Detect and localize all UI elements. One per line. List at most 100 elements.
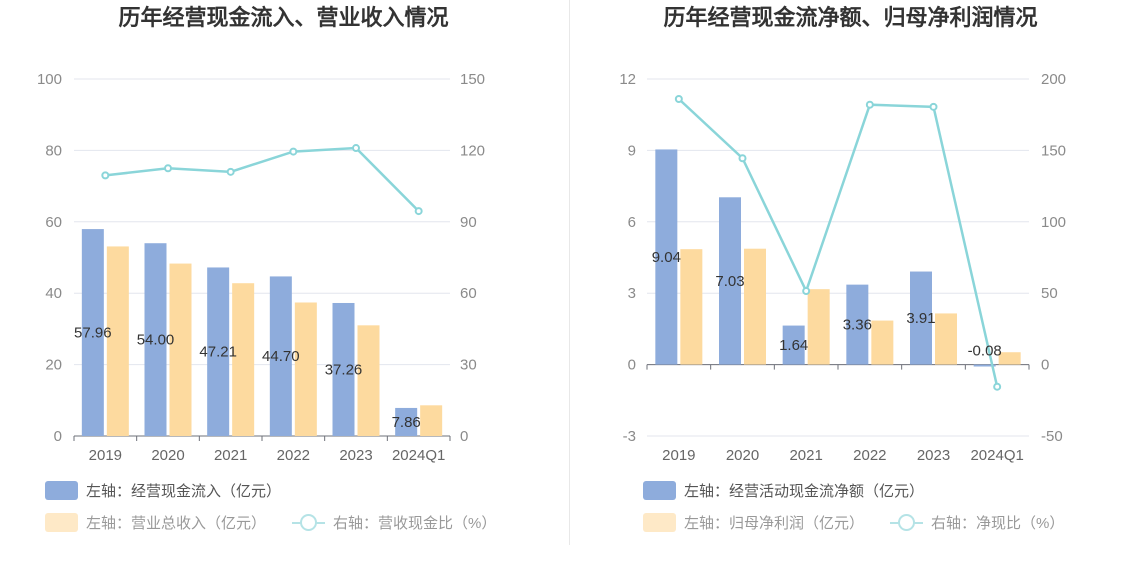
panel-divider	[569, 0, 570, 545]
x-axis-tick-label: 2023	[339, 447, 372, 464]
bar-data-label: 7.03	[715, 273, 744, 290]
ratio-point[interactable]	[414, 207, 423, 216]
legend-label: 左轴：经营现金流入（亿元）	[86, 482, 282, 500]
bar-secondary[interactable]	[680, 249, 703, 365]
bar-secondary[interactable]	[744, 248, 766, 365]
bar-primary[interactable]	[332, 302, 355, 436]
legend-swatch-orange	[45, 512, 78, 532]
bar-primary[interactable]	[910, 271, 932, 365]
right-axis-tick-label: 200	[1041, 71, 1066, 88]
x-axis-tick-label: 2019	[89, 447, 122, 464]
legend-item-ratio[interactable]: 右轴：营收现金比（%）	[292, 511, 496, 533]
left-axis-tick-label: 80	[45, 142, 62, 159]
x-axis-tick-label: 2022	[277, 447, 310, 464]
bar-data-label: 57.96	[74, 325, 112, 342]
bar-primary[interactable]	[395, 407, 418, 436]
legend-label: 右轴：营收现金比（%）	[333, 514, 497, 532]
bar-data-label: 9.04	[652, 249, 681, 266]
ratio-line	[105, 146, 420, 212]
bar-primary[interactable]	[846, 284, 869, 365]
legend-label: 左轴：归母净利润（亿元）	[684, 514, 865, 532]
legend-label: 左轴：经营活动现金流净额（亿元）	[684, 482, 925, 500]
bar-secondary[interactable]	[232, 283, 255, 436]
bar-secondary[interactable]	[807, 289, 830, 365]
legend-line-icon	[292, 513, 325, 532]
left-axis-tick-label: 0	[628, 357, 636, 374]
x-axis-tick-label: 2019	[662, 447, 695, 464]
bar-primary[interactable]	[269, 276, 292, 436]
bar-data-label: 47.21	[199, 344, 237, 361]
bar-secondary[interactable]	[935, 313, 957, 365]
legend-label: 右轴：净现比（%）	[931, 514, 1065, 532]
ratio-line	[677, 98, 999, 388]
bar-secondary[interactable]	[169, 263, 192, 436]
bar-data-label: 7.86	[392, 414, 421, 431]
x-axis-tick-label: 2022	[853, 447, 886, 464]
x-axis-tick-label: 2021	[789, 447, 822, 464]
bar-secondary[interactable]	[420, 405, 443, 436]
bar-data-label: 3.36	[843, 317, 872, 334]
bar-secondary[interactable]	[294, 302, 317, 436]
left-axis-tick-label: 100	[37, 71, 62, 88]
bar-secondary[interactable]	[998, 352, 1021, 365]
bar-primary[interactable]	[207, 267, 230, 436]
chart-panel-left: 历年经营现金流入、营业收入情况 0 0 20 30 40 60 60 90 80 120 100 15…	[37, 5, 496, 533]
right-axis-tick-label: 0	[460, 428, 468, 445]
ratio-point[interactable]	[865, 100, 874, 109]
ratio-point[interactable]	[802, 287, 811, 296]
legend-label: 左轴：营业总收入（亿元）	[86, 514, 267, 532]
left-axis-tick-label: 0	[54, 428, 62, 445]
right-axis-tick-label: 30	[460, 357, 477, 374]
legend-line-icon	[890, 513, 923, 532]
right-axis-tick-label: 0	[1041, 357, 1049, 374]
legend-item-revenue[interactable]: 左轴：营业总收入（亿元）	[45, 511, 266, 533]
ratio-point[interactable]	[929, 102, 938, 111]
ratio-point[interactable]	[738, 154, 747, 163]
right-axis-tick-label: 60	[460, 285, 477, 302]
x-axis-tick-label: 2024Q1	[392, 447, 445, 464]
legend-item-net-profit[interactable]: 左轴：归母净利润（亿元）	[643, 511, 864, 533]
left-axis-tick-label: 12	[619, 71, 636, 88]
ratio-point[interactable]	[101, 171, 110, 180]
bar-secondary[interactable]	[106, 246, 129, 436]
left-axis-tick-label: 60	[45, 214, 62, 231]
bar-secondary[interactable]	[871, 320, 894, 365]
bar-secondary[interactable]	[357, 325, 380, 436]
legend-item-cash-inflow[interactable]: 左轴：经营现金流入（亿元）	[45, 479, 281, 501]
ratio-point[interactable]	[226, 167, 235, 176]
right-axis-tick-label: 150	[460, 71, 485, 88]
ratio-point[interactable]	[289, 147, 298, 156]
chart-plot: 0 0 20 30 40 60 60 90 80 120 100 150 2019 2020 2021 202…	[37, 71, 485, 464]
bar-data-label: 37.26	[325, 361, 363, 378]
bar-primary[interactable]	[719, 197, 741, 365]
x-axis-tick-label: 2024Q1	[970, 447, 1023, 464]
bar-primary[interactable]	[144, 243, 167, 436]
right-axis-tick-label: 120	[460, 142, 485, 159]
chart-title: 历年经营现金流净额、归母净利润情况	[663, 5, 1038, 30]
bar-primary[interactable]	[782, 325, 805, 365]
bar-data-label: 54.00	[137, 332, 175, 349]
left-axis-tick-label: 20	[45, 357, 62, 374]
legend-swatch-orange	[643, 512, 676, 532]
bar-data-label: -0.08	[968, 343, 1002, 360]
bar-primary[interactable]	[973, 364, 996, 367]
legend-swatch-blue	[45, 480, 78, 500]
bar-primary[interactable]	[655, 149, 678, 365]
bar-data-label: 3.91	[906, 310, 935, 327]
x-axis-tick-label: 2020	[726, 447, 759, 464]
left-axis-tick-label: 9	[628, 142, 636, 159]
ratio-point[interactable]	[164, 164, 172, 173]
ratio-point[interactable]	[674, 94, 683, 103]
right-axis-tick-label: 100	[1041, 214, 1066, 231]
left-axis-tick-label: 40	[45, 285, 62, 302]
right-axis-tick-label: 150	[1041, 142, 1066, 159]
legend-item-net-cash-flow[interactable]: 左轴：经营活动现金流净额（亿元）	[643, 479, 924, 501]
chart-panel-right: 历年经营现金流净额、归母净利润情况 -3 -50 0 0 3 50 6 100 9 150 12 20…	[567, 0, 1134, 582]
ratio-point[interactable]	[993, 382, 1002, 391]
bar-data-label: 1.64	[779, 337, 808, 354]
right-axis-tick-label: 90	[460, 214, 477, 231]
bar-primary[interactable]	[81, 229, 104, 436]
legend-item-net-cash-ratio[interactable]: 右轴：净现比（%）	[890, 511, 1064, 533]
ratio-point[interactable]	[352, 144, 360, 153]
left-axis-tick-label: 3	[628, 285, 636, 302]
